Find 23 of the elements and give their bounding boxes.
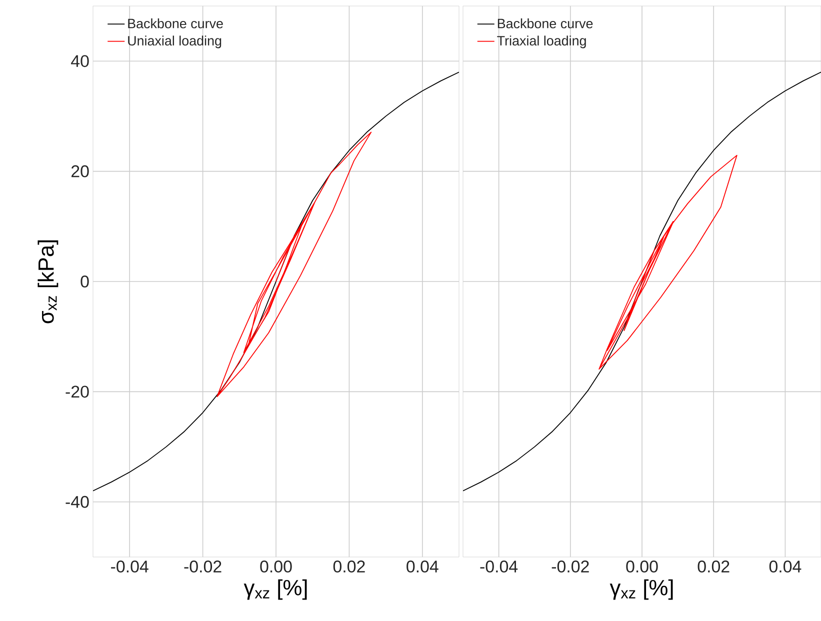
y-tick-label: -40 (66, 496, 89, 508)
y-tick-label: -20 (66, 386, 89, 398)
x-tick-label: -0.02 (552, 560, 589, 573)
y-tick-label: 40 (71, 55, 89, 68)
y-tick-label: 20 (72, 165, 89, 178)
legend-label: Backbone curve (128, 18, 223, 28)
x-tick-label: 0.04 (769, 560, 802, 573)
x-tick-label: 0.04 (406, 560, 438, 573)
x-tick-label: -0.02 (184, 560, 222, 573)
x-axis-title: γ$_{xz}$ [%] (244, 579, 307, 600)
legend-label: Uniaxial loading (128, 36, 222, 48)
legend-label: Backbone curve (498, 18, 593, 28)
y-tick-label: 0 (80, 275, 89, 288)
line-series (216, 132, 372, 398)
x-tick-label: -0.04 (111, 560, 148, 573)
y-axis-title: σ$_{xz}$ [kPa] (38, 240, 58, 324)
legend-label: Triaxial loading (497, 36, 586, 48)
x-tick-label: 0.02 (698, 560, 730, 573)
x-tick-label: 0.00 (260, 560, 292, 573)
x-tick-label: 0.02 (333, 560, 365, 573)
x-tick-label: 0.00 (626, 560, 658, 573)
x-axis-title: γ$_{xz}$ [%] (610, 579, 673, 600)
x-tick-label: -0.04 (480, 560, 518, 573)
